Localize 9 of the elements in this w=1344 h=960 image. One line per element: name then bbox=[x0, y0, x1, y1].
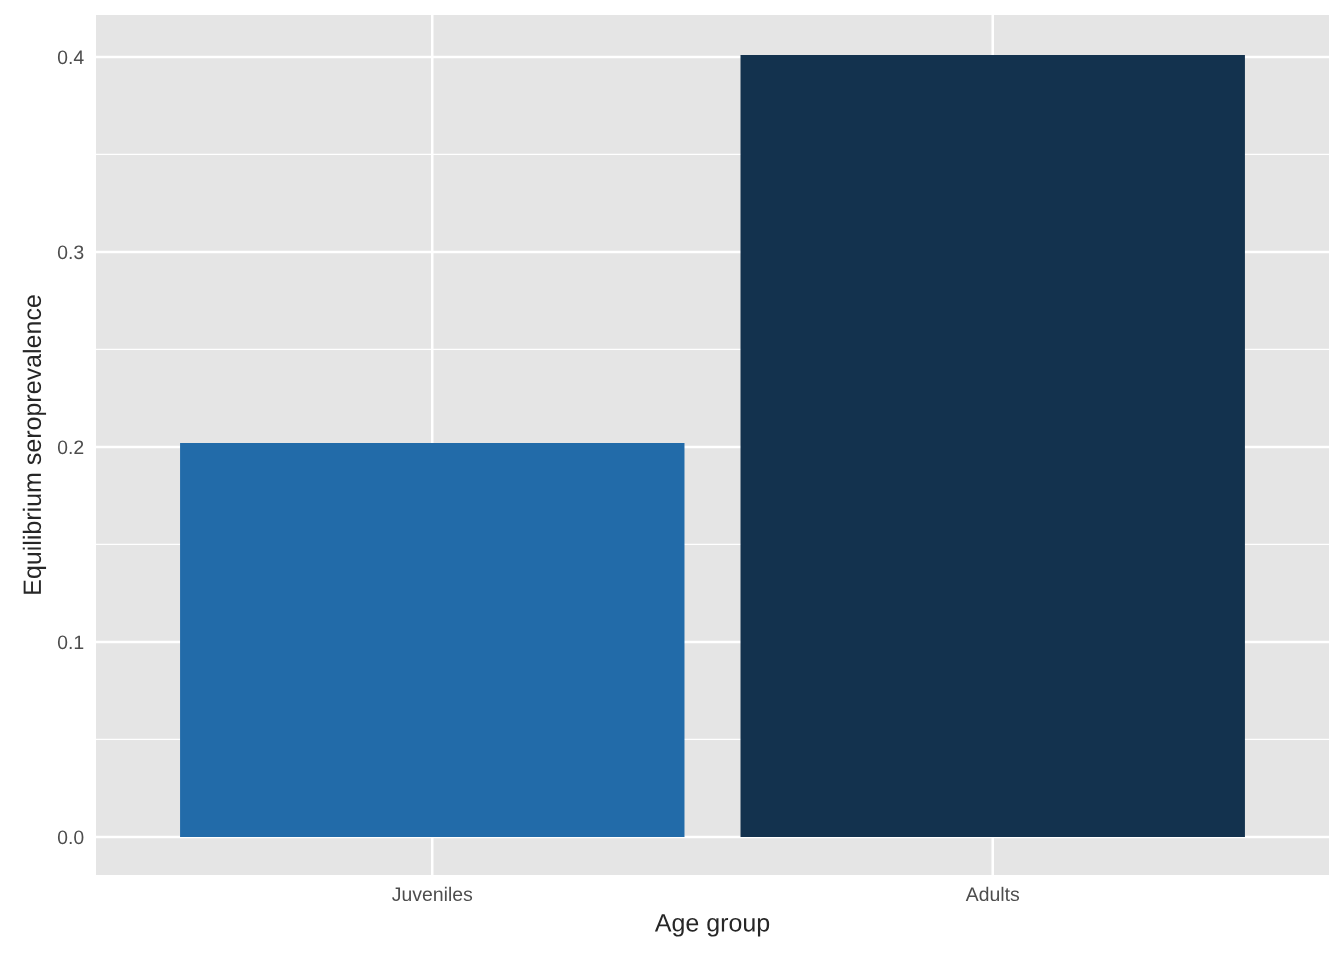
x-tick-label: Juveniles bbox=[392, 886, 473, 902]
y-tick-label: 0.0 bbox=[57, 830, 84, 845]
y-tick-label: 0.4 bbox=[57, 50, 84, 65]
x-axis-title: Age group bbox=[654, 914, 770, 937]
y-tick-label: 0.3 bbox=[57, 245, 84, 260]
y-axis-title: Equilibrium seroprevalence bbox=[22, 295, 47, 594]
y-tick-label: 0.1 bbox=[57, 635, 84, 650]
x-tick-label: Adults bbox=[965, 886, 1020, 902]
y-tick-label: 0.2 bbox=[57, 440, 84, 455]
